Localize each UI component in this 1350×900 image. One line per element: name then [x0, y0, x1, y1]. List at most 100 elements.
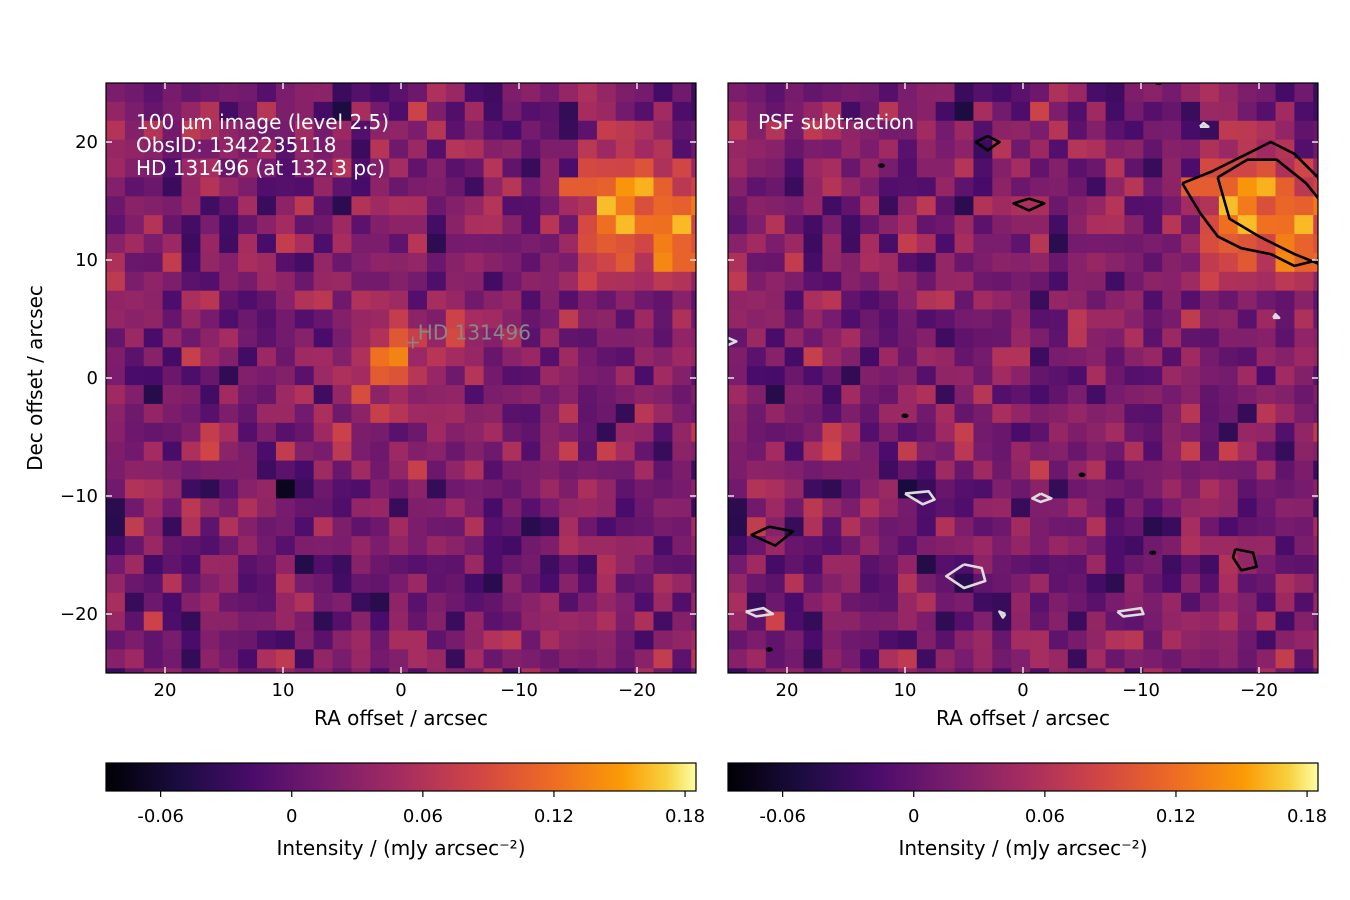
heatmap-cell [615, 517, 636, 537]
heatmap-cell [219, 139, 239, 160]
heatmap-cell [653, 479, 673, 499]
heatmap-cell [916, 536, 937, 556]
heatmap-cell [765, 668, 786, 673]
heatmap-cell [351, 630, 371, 650]
heatmap-cell [502, 101, 522, 122]
heatmap-cell [370, 479, 390, 499]
heatmap-cell [370, 592, 390, 613]
heatmap-cell [653, 611, 673, 632]
heatmap-cell [219, 573, 239, 594]
heatmap-cell [143, 271, 164, 292]
heatmap-cell [634, 555, 655, 575]
heatmap-cell [596, 120, 617, 141]
heatmap-cell [1067, 347, 1088, 367]
heatmap-cell [691, 366, 696, 386]
heatmap-cell [841, 403, 861, 424]
heatmap-cell [200, 252, 220, 273]
heatmap-cell [370, 366, 390, 386]
heatmap-cell [540, 328, 560, 348]
heatmap-cell [803, 611, 823, 632]
heatmap-cell [351, 234, 371, 254]
heatmap-cell [483, 630, 504, 650]
heatmap-cell [219, 422, 239, 443]
heatmap-cell [1200, 101, 1220, 122]
heatmap-cell [540, 630, 560, 650]
heatmap-cell [502, 479, 522, 499]
heatmap-cell [578, 252, 598, 273]
heatmap-cell [1030, 101, 1050, 122]
heatmap-cell [615, 290, 636, 311]
heatmap-cell [351, 460, 371, 481]
heatmap-cell [1275, 83, 1295, 103]
heatmap-cell [389, 177, 409, 197]
heatmap-cell [559, 403, 579, 424]
heatmap-cell [219, 498, 239, 518]
heatmap-cell [464, 328, 485, 348]
heatmap-cell [1218, 83, 1239, 103]
heatmap-cell [860, 611, 880, 632]
heatmap-cell [521, 158, 541, 178]
heatmap-cell [502, 309, 522, 330]
heatmap-cell [521, 630, 541, 650]
heatmap-cell [1275, 536, 1295, 556]
heatmap-cell [275, 215, 296, 235]
heatmap-cell [1162, 234, 1182, 254]
heatmap-cell [219, 290, 239, 311]
heatmap-cell [803, 479, 823, 499]
heatmap-cell [464, 158, 485, 178]
heatmap-cell [992, 498, 1012, 518]
heatmap-cell [653, 498, 673, 518]
heatmap-cell [106, 498, 126, 518]
heatmap-cell [1105, 630, 1126, 650]
heatmap-cell [765, 120, 786, 141]
heatmap-cell [1105, 101, 1126, 122]
heatmap-cell [1200, 573, 1220, 594]
heatmap-cell [746, 649, 767, 669]
heatmap-cell [653, 422, 673, 443]
heatmap-cell [935, 630, 956, 650]
heatmap-cell [445, 630, 466, 650]
heatmap-cell [1313, 385, 1318, 405]
heatmap-cell [313, 460, 334, 481]
heatmap-cell [351, 101, 371, 122]
heatmap-cell [294, 196, 315, 216]
y-tick-label: 0 [87, 368, 98, 389]
heatmap-cell [728, 479, 748, 499]
heatmap-cell [351, 536, 371, 556]
heatmap-cell [916, 215, 937, 235]
heatmap-cell [483, 403, 504, 424]
heatmap-cell [294, 592, 315, 613]
heatmap-cell [389, 139, 409, 160]
heatmap-cell [1256, 252, 1277, 273]
heatmap-cell [897, 328, 918, 348]
heatmap-cell [483, 498, 504, 518]
heatmap-cell [578, 536, 598, 556]
heatmap-cell [275, 366, 296, 386]
heatmap-cell [954, 517, 975, 537]
heatmap-cell [389, 328, 409, 348]
heatmap-cell [238, 309, 258, 330]
heatmap-cell [1218, 422, 1239, 443]
heatmap-cell [596, 611, 617, 632]
heatmap-cell [200, 385, 220, 405]
heatmap-cell [1237, 290, 1258, 311]
heatmap-cell [596, 517, 617, 537]
heatmap-cell [313, 234, 334, 254]
heatmap-cell [1181, 536, 1201, 556]
heatmap-cell [1086, 385, 1107, 405]
heatmap-cell [162, 328, 183, 348]
heatmap-cell [351, 196, 371, 216]
heatmap-cell [653, 649, 673, 669]
heatmap-cell [879, 385, 899, 405]
heatmap-cell [1143, 234, 1163, 254]
heatmap-cell [1237, 271, 1258, 292]
heatmap-cell [464, 271, 485, 292]
heatmap-cell [728, 234, 748, 254]
heatmap-cell [162, 139, 183, 160]
heatmap-cell [992, 573, 1012, 594]
heatmap-cell [822, 573, 842, 594]
heatmap-cell [502, 422, 522, 443]
heatmap-cell [181, 347, 201, 367]
heatmap-cell [1143, 101, 1163, 122]
heatmap-cell [1048, 215, 1069, 235]
